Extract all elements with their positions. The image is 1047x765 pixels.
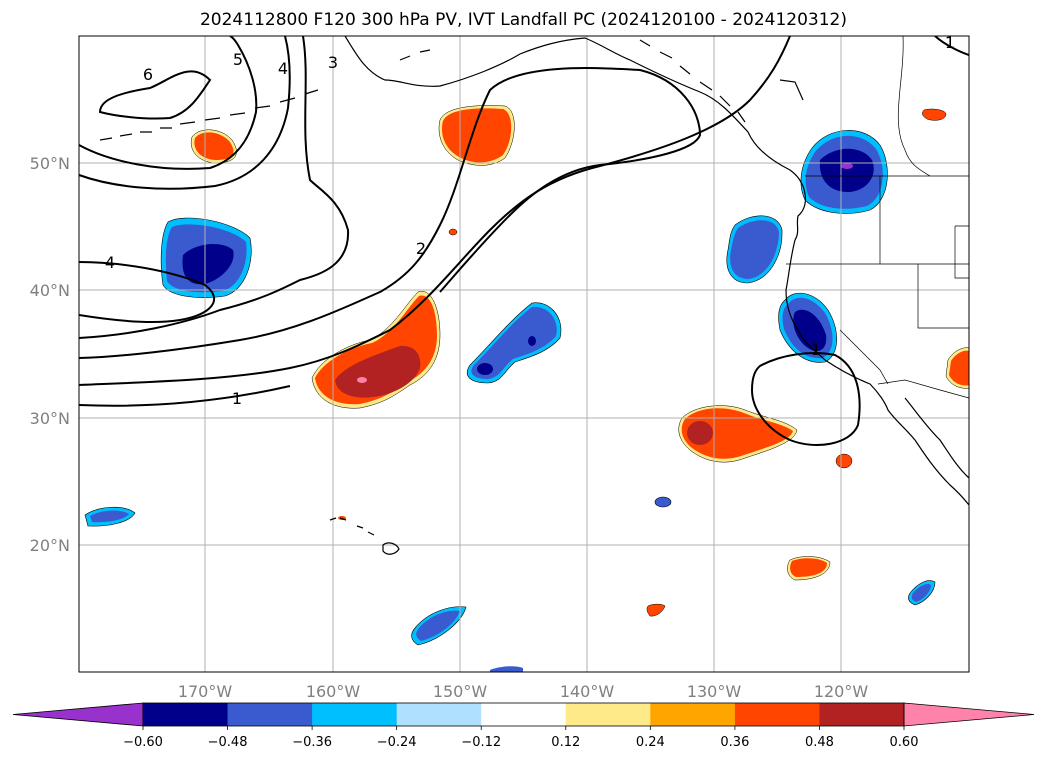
negative-region-central	[466, 302, 562, 384]
positive-region-small	[338, 108, 969, 617]
pv-contours	[79, 36, 969, 446]
lat-label-50n: 50°N	[30, 154, 70, 173]
colorbar-extend-low	[12, 702, 144, 727]
colorbar-extend-high	[903, 702, 1035, 727]
contour-label-6: 6	[143, 65, 153, 84]
positive-region-north	[438, 105, 515, 166]
colorbar-segment	[650, 703, 736, 726]
colorbar-segment	[396, 703, 482, 726]
gridlines	[79, 36, 969, 672]
lon-label-160w: 160°W	[306, 682, 361, 701]
border-alaska-canada	[897, 36, 931, 177]
border-small	[954, 225, 969, 279]
pv-contour-4-north	[79, 36, 291, 190]
border-states-west	[786, 176, 969, 385]
colorbar-segment	[143, 703, 229, 726]
pv-contour-1-low	[79, 385, 291, 407]
colorbar: −0.60 −0.48 −0.36 −0.24 −0.12 0.12 0.24 0.36 0.4…	[12, 702, 1035, 750]
colorbar-segment	[312, 703, 398, 726]
colorbar-tick-label: −0.24	[377, 735, 417, 750]
colorbar-segment	[481, 703, 567, 726]
alaska-islands	[399, 39, 804, 123]
colorbar-tick-label: 0.48	[805, 735, 834, 750]
aleutian-islands	[99, 89, 319, 141]
contour-label-2: 2	[416, 239, 426, 258]
pv-contour-2	[79, 67, 702, 359]
contour-label-3: 3	[328, 53, 338, 72]
coastline-bc	[794, 185, 807, 241]
pv-contour-6	[98, 70, 212, 120]
lon-label-120w: 120°W	[814, 682, 869, 701]
positive-region-central-pacific	[311, 291, 441, 409]
colorbar-tick-label: 0.12	[551, 735, 580, 750]
hawaii-main	[382, 542, 400, 555]
coastline-alaska	[344, 36, 804, 187]
map-frame	[78, 35, 970, 673]
map-title: 2024112800 F120 300 hPa PV, IVT Landfall…	[199, 10, 847, 30]
colorbar-outline	[142, 702, 905, 727]
negative-region-bc	[800, 130, 888, 214]
colorbar-tick-label: 0.36	[720, 735, 749, 750]
coastline-west-us	[785, 239, 969, 506]
negative-region-ca	[778, 292, 837, 363]
map-panel: 6 5 4 3 4 2 1 1 1	[79, 33, 969, 672]
lat-label-30n: 30°N	[30, 409, 70, 428]
colorbar-tick-label: −0.12	[461, 735, 501, 750]
lon-label-130w: 130°W	[687, 682, 742, 701]
pv-contour-1	[79, 36, 791, 386]
negative-region-small	[84, 496, 936, 672]
lon-tick-labels: 170°W 160°W 150°W 140°W 130°W 120°W	[178, 682, 869, 701]
contour-label-4-west: 4	[105, 253, 115, 272]
pv-contour-4-west	[79, 261, 216, 324]
coastline-baja	[904, 397, 969, 479]
contour-label-1-ne: 1	[945, 33, 955, 52]
colorbar-tick-label: −0.60	[123, 735, 163, 750]
coastlines	[99, 36, 969, 555]
lat-label-40n: 40°N	[30, 281, 70, 300]
colorbar-tick-label: 0.60	[890, 735, 919, 750]
lon-label-150w: 150°W	[433, 682, 488, 701]
colorbar-tick-label: −0.36	[292, 735, 332, 750]
lon-label-140w: 140°W	[560, 682, 615, 701]
ivt-pc-shading	[84, 105, 969, 672]
borders	[786, 36, 969, 399]
contour-label-4-north: 4	[278, 59, 288, 78]
pv-contour-labels: 6 5 4 3 4 2 1 1 1	[105, 33, 955, 408]
colorbar-tick-label: −0.48	[208, 735, 248, 750]
pv-contour-1-ne	[934, 36, 969, 56]
colorbar-segment	[565, 703, 651, 726]
lat-tick-labels: 50°N 40°N 30°N 20°N	[30, 154, 70, 555]
pv-contour-5	[79, 36, 258, 170]
negative-region-or	[726, 215, 783, 284]
contour-label-1-ca: 1	[811, 340, 821, 359]
lat-label-20n: 20°N	[30, 536, 70, 555]
lon-label-170w: 170°W	[178, 682, 233, 701]
colorbar-tick-label: 0.24	[636, 735, 665, 750]
colorbar-segment	[734, 703, 820, 726]
colorbar-segment	[819, 703, 905, 726]
positive-region-northwest	[190, 129, 237, 164]
hawaii-islands	[329, 517, 375, 536]
pv-contour-1-closed	[750, 352, 861, 446]
contour-label-1: 1	[232, 389, 242, 408]
contour-label-5: 5	[233, 50, 243, 69]
pv-contour-3	[79, 36, 350, 339]
colorbar-segment	[227, 703, 313, 726]
border-us-mexico	[877, 379, 969, 399]
